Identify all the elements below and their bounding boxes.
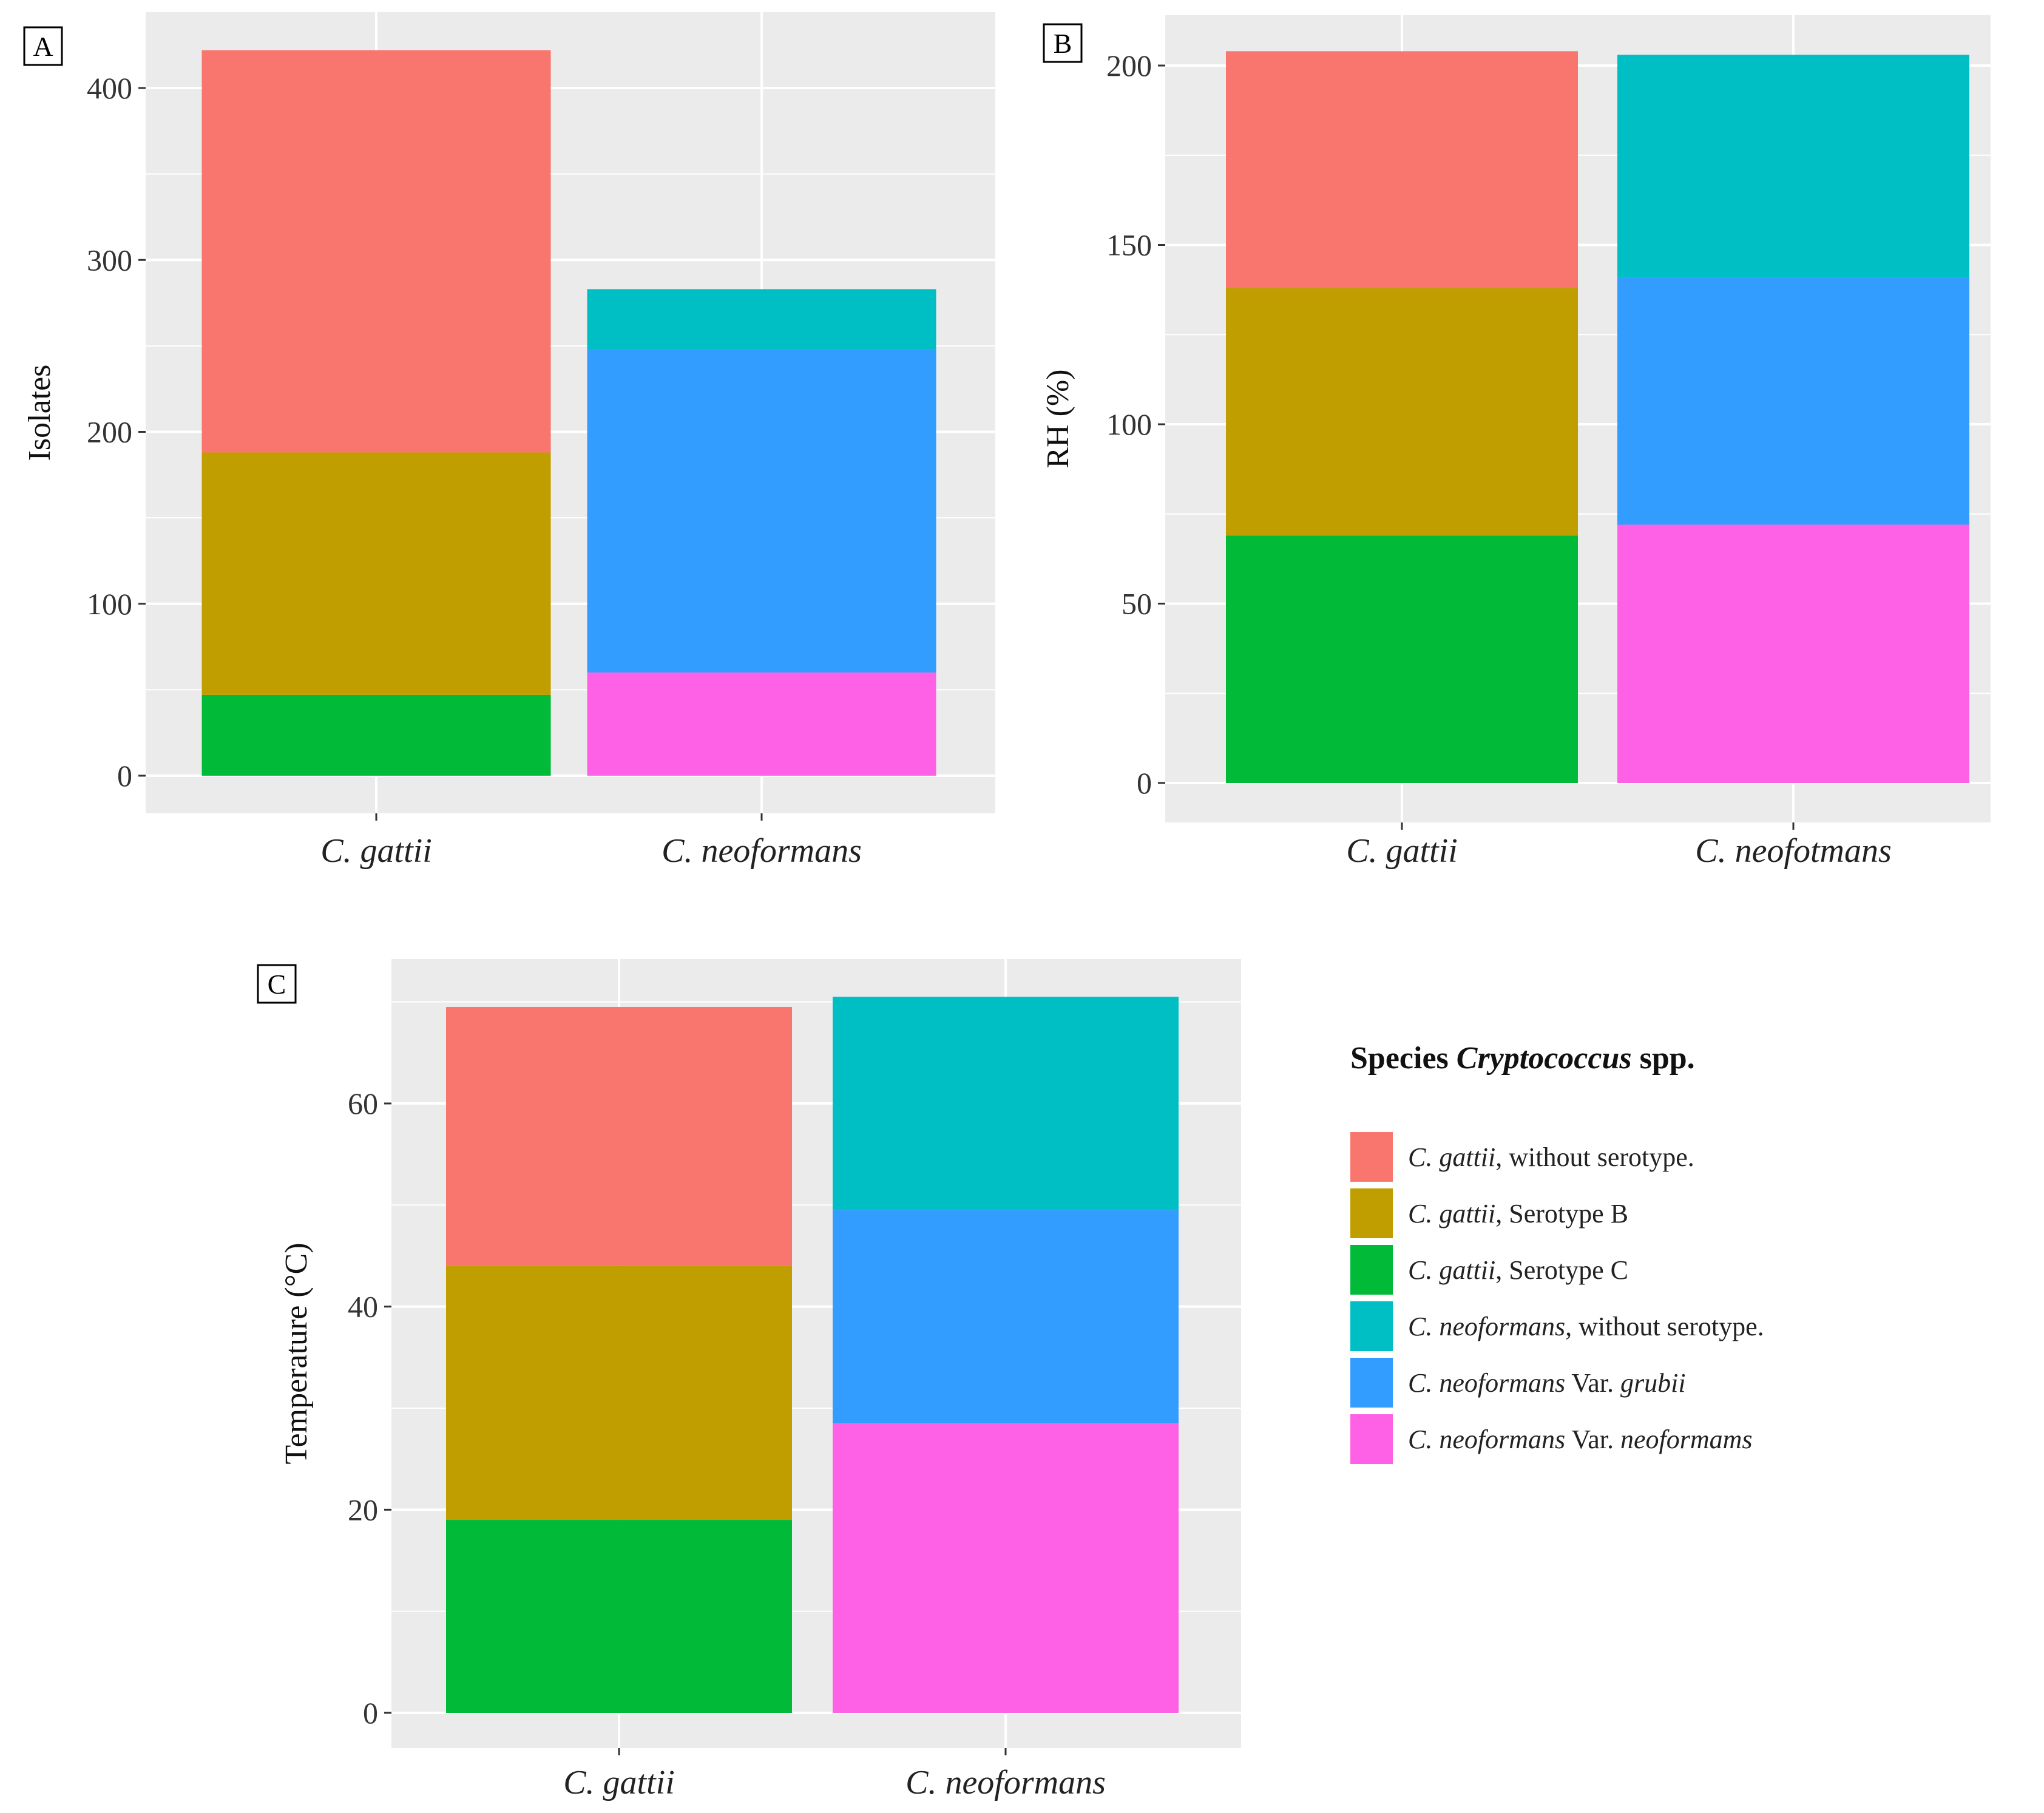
panel-c-y-tick-label: 40 [348, 1290, 378, 1324]
legend-title: Species Cryptococcus spp. [1350, 1041, 1695, 1076]
panel-b-y-tick-label: 100 [1106, 407, 1152, 441]
panel-c-bar-c-neoformans-c-neoformans-var-neoformams [833, 1423, 1179, 1713]
panel-b-bar-c-gattii-c-gattii-serotype-c [1226, 535, 1578, 783]
panel-a-y-tick-label: 200 [87, 415, 132, 449]
legend-label: C. gattii, Serotype B [1408, 1199, 1628, 1228]
panel-c-bar-c-gattii-c-gattii-serotype-b [446, 1266, 792, 1520]
panel-a-bar-c-neoformans-c-neoformans-var-grubii [587, 349, 936, 673]
panel-c-tag-box [257, 964, 297, 1004]
panel-b-category-label: C. neofotmans [1695, 832, 1892, 870]
legend-entries: C. gattii, without serotype. C. gattii, S… [1350, 1132, 1764, 1464]
legend-entry-c-gattii-serotype-b: C. gattii, Serotype B [1350, 1188, 1628, 1238]
legend-label: C. neoformans Var. grubii [1408, 1368, 1686, 1398]
panel-b-tag-box [1043, 23, 1083, 63]
panel-b-bar-c-neofotmans-c-neoformans-without-serotype [1617, 55, 1969, 277]
legend-entry-c-gattii-without-serotype: C. gattii, without serotype. [1350, 1132, 1694, 1182]
panel-a-tag: A [33, 31, 53, 62]
panel-a-bar-c-neoformans-c-neoformans-without-serotype [587, 289, 936, 350]
panel-a-category-label: C. gattii [320, 832, 432, 870]
panel-b-tag: B [1054, 28, 1072, 59]
legend-entry-c-neoformans-without-serotype: C. neoformans, without serotype. [1350, 1301, 1764, 1351]
panel-b-bar-c-gattii-c-gattii-serotype-b [1226, 288, 1578, 536]
panel-c-category-label: C. gattii [563, 1764, 675, 1801]
panel-c-y-tick-label: 0 [363, 1696, 378, 1730]
panel-b-y-tick-label: 200 [1106, 49, 1152, 83]
legend-key-c-gattii-serotype-c [1350, 1245, 1393, 1295]
legend-label: C. neoformans Var. neoformams [1408, 1425, 1753, 1454]
legend-key-c-gattii-serotype-b [1350, 1188, 1393, 1238]
legend-key-c-neoformans-var-neoformams [1350, 1414, 1393, 1464]
legend-title-suffix: spp. [1640, 1041, 1695, 1076]
legend-title-genus: Cryptococcus [1457, 1041, 1632, 1076]
legend-title-prefix: Species [1350, 1041, 1449, 1076]
legend-label: C. gattii, Serotype C [1408, 1255, 1628, 1285]
panel-a-bar-c-neoformans-c-neoformans-var-neoformams [587, 673, 936, 776]
panel-b-bar-c-neofotmans-c-neoformans-var-neoformams [1617, 524, 1969, 783]
panel-a-bar-c-gattii-c-gattii-without-serotype [201, 50, 551, 453]
panel-c-bar-c-gattii-c-gattii-serotype-c [446, 1520, 792, 1713]
panel-c-category-label: C. neoformans [905, 1764, 1106, 1801]
panel-a-y-tick-label: 300 [87, 243, 132, 277]
legend: Species Cryptococcus spp. C. gattii, wit… [1350, 1041, 1764, 1464]
legend-entry-c-gattii-serotype-c: C. gattii, Serotype C [1350, 1245, 1628, 1295]
legend-label: C. gattii, without serotype. [1408, 1142, 1694, 1172]
legend-entry-c-neoformans-var-neoformams: C. neoformans Var. neoformams [1350, 1414, 1753, 1464]
panel-c-y-tick-label: 20 [348, 1493, 378, 1527]
panel-b: 0 50 100 150 200 C. gattii C. neofotmans RH (%)… [1041, 15, 1991, 870]
panel-b-y-tick-label: 50 [1122, 587, 1152, 621]
panel-b-y-axis-title: RH (%) [1041, 369, 1075, 468]
panel-c-y-tick-label: 60 [348, 1086, 378, 1120]
panel-a-tag-box [23, 26, 63, 66]
panel-a-category-label: C. neoformans [662, 832, 862, 870]
panel-a-y-tick-label: 0 [117, 759, 132, 793]
legend-entry-c-neoformans-var-grubii: C. neoformans Var. grubii [1350, 1358, 1686, 1408]
panel-b-y-tick-label: 150 [1106, 228, 1152, 262]
panel-a-y-tick-label: 400 [87, 71, 132, 105]
panel-c-bar-c-neoformans-c-neoformans-without-serotype [833, 997, 1179, 1210]
legend-key-c-gattii-without-serotype [1350, 1132, 1393, 1182]
panel-a-y-axis-title: Isolates [22, 365, 57, 461]
panel-a-bar-c-gattii-c-gattii-serotype-c [201, 694, 551, 776]
panel-c-tag: C [268, 969, 286, 1000]
panel-b-category-label: C. gattii [1346, 832, 1458, 870]
panel-c-y-axis-title: Temperature (°C) [279, 1242, 314, 1464]
panel-b-bar-c-neofotmans-c-neoformans-var-grubii [1617, 277, 1969, 525]
panel-c-bar-c-gattii-c-gattii-without-serotype [446, 1007, 792, 1266]
legend-key-c-neoformans-var-grubii [1350, 1358, 1393, 1408]
panel-a-y-tick-label: 100 [87, 587, 132, 621]
panel-b-bar-c-gattii-c-gattii-without-serotype [1226, 51, 1578, 288]
legend-label: C. neoformans, without serotype. [1408, 1312, 1764, 1341]
panel-c-bar-c-neoformans-c-neoformans-var-grubii [833, 1210, 1179, 1424]
panel-b-y-tick-label: 0 [1137, 766, 1152, 800]
legend-key-c-neoformans-without-serotype [1350, 1301, 1393, 1351]
panel-a-bar-c-gattii-c-gattii-serotype-b [201, 452, 551, 695]
panel-c: 0 20 40 60 C. gattii C. neoformans Temperature… [257, 959, 1241, 1801]
panel-a: 0 100 200 300 400 C. gattii C. neoformans Isola… [22, 12, 995, 870]
